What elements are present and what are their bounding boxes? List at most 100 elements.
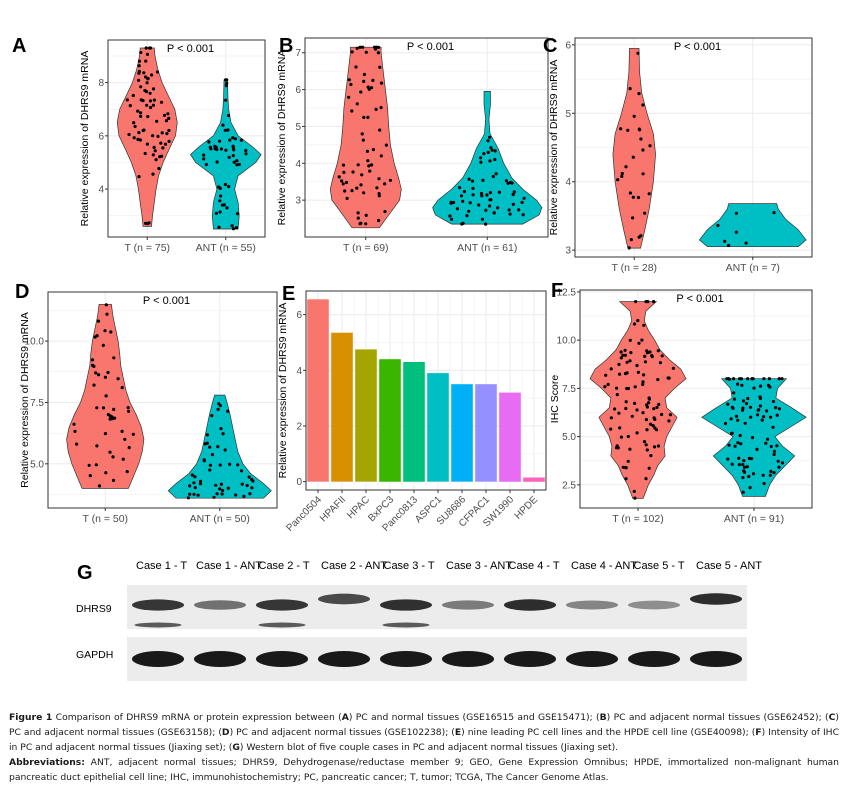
points-ant: [448, 135, 526, 226]
lane-label: Case 5 - ANT: [696, 560, 763, 572]
data-point: [644, 418, 649, 422]
data-point: [606, 382, 610, 386]
data-point: [613, 407, 617, 411]
data-point: [609, 427, 613, 431]
data-point: [366, 159, 370, 163]
data-point: [652, 300, 656, 304]
data-point: [96, 319, 101, 323]
data-point: [137, 64, 141, 68]
band: [131, 599, 185, 611]
panel-a-plot: P < 0.001 4 6 8 T (n = 75) ANT (n = 55) Relati…: [79, 39, 266, 254]
data-point: [188, 484, 192, 488]
data-point: [376, 51, 380, 55]
data-point: [633, 322, 637, 326]
data-point: [235, 159, 239, 163]
data-point: [377, 218, 381, 223]
band-secondary: [382, 622, 430, 628]
data-point: [369, 86, 374, 90]
data-point: [231, 227, 235, 231]
data-point: [626, 459, 630, 463]
data-point: [639, 137, 643, 141]
band: [193, 651, 247, 667]
panel-f-plot: P < 0.001 2.5 5.0 7.5 10.0 12.5 T (n = 102) ANT…: [549, 287, 813, 525]
y-tick-label: 6: [565, 40, 571, 51]
data-point: [730, 431, 734, 435]
y-tick-label: 10.0: [25, 337, 45, 348]
data-point: [136, 109, 140, 113]
points-ant: [202, 78, 248, 231]
band: [317, 651, 371, 667]
data-point: [630, 414, 634, 418]
data-point: [240, 482, 244, 486]
data-point: [726, 402, 730, 406]
data-point: [151, 153, 155, 157]
data-point: [94, 371, 98, 375]
data-point: [156, 134, 160, 138]
data-point: [636, 195, 641, 200]
data-point: [345, 196, 349, 200]
data-point: [767, 377, 772, 381]
data-point: [742, 458, 746, 463]
data-point: [231, 146, 235, 150]
data-point: [643, 360, 648, 364]
data-point: [744, 241, 748, 245]
data-point: [651, 424, 655, 428]
data-point: [647, 401, 651, 405]
data-point: [644, 443, 648, 447]
plot-frame: [47, 291, 278, 509]
data-point: [629, 238, 633, 242]
data-point: [372, 45, 377, 49]
violin-t: [589, 301, 687, 499]
data-point: [342, 170, 346, 174]
data-point: [486, 150, 490, 154]
data-point: [637, 235, 641, 239]
data-point: [202, 153, 206, 157]
data-point: [125, 98, 129, 102]
data-point: [225, 81, 229, 85]
data-point: [202, 458, 206, 462]
data-point: [745, 465, 749, 469]
data-point: [641, 382, 645, 386]
data-point: [716, 223, 720, 228]
data-point: [226, 113, 231, 118]
panel-label-a: A: [12, 35, 27, 57]
data-point: [492, 211, 496, 215]
data-point: [657, 402, 661, 406]
data-point: [153, 149, 157, 153]
data-point: [367, 164, 371, 168]
data-point: [232, 160, 236, 164]
data-point: [365, 149, 369, 153]
data-point: [349, 82, 353, 87]
data-point: [625, 386, 629, 391]
data-point: [737, 456, 741, 460]
panel-d-svg: P < 0.001 5.0 7.5 10.0 T (n = 50) ANT (n = 50…: [19, 291, 278, 525]
data-point: [748, 486, 752, 490]
data-point: [355, 186, 359, 190]
x-tick-label: ANT (n = 50): [190, 513, 250, 525]
data-point: [108, 414, 112, 418]
y-axis-label: IHC Score: [549, 375, 561, 424]
data-point: [244, 152, 248, 156]
data-point: [152, 145, 156, 149]
x-tick-label: ANT (n = 91): [724, 513, 784, 525]
data-point: [484, 208, 488, 212]
data-point: [144, 90, 149, 94]
data-point: [251, 479, 255, 483]
bar-sw1990: [499, 392, 521, 482]
y-tick-label: 3: [295, 196, 301, 207]
data-point: [151, 87, 156, 91]
data-point: [239, 138, 243, 142]
data-point: [649, 454, 653, 458]
data-point: [644, 477, 648, 481]
data-point: [729, 417, 733, 421]
data-point: [660, 412, 664, 417]
points-t: [125, 46, 171, 226]
data-point: [488, 198, 492, 202]
data-point: [467, 209, 471, 213]
data-point: [137, 175, 141, 179]
data-point: [468, 201, 472, 205]
data-point: [741, 399, 746, 403]
data-point: [746, 396, 750, 401]
y-tick-label: 7: [295, 48, 301, 59]
data-point: [208, 463, 212, 467]
